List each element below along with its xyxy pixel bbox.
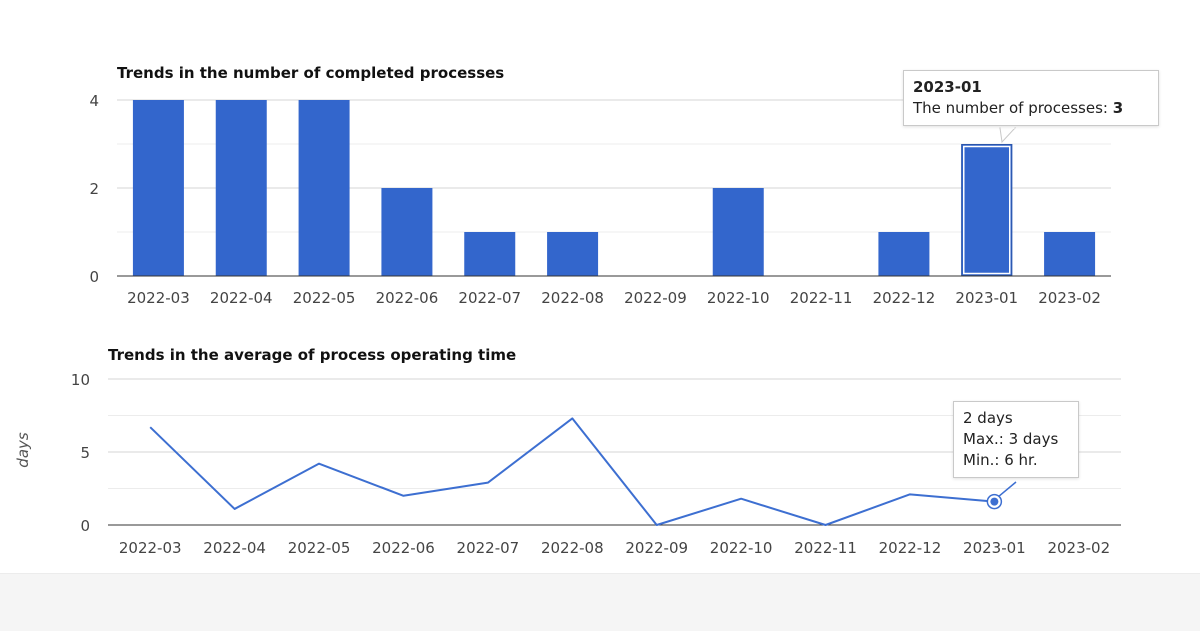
bar-x-tick-label: 2022-12 <box>873 289 936 307</box>
bar-x-tick-label: 2023-01 <box>955 289 1018 307</box>
bar <box>547 232 599 276</box>
line-x-tick-label: 2022-07 <box>457 539 520 557</box>
line-x-tick-label: 2022-10 <box>710 539 773 557</box>
line-x-tick-label: 2022-05 <box>288 539 351 557</box>
line-chart-title: Trends in the average of process operati… <box>108 346 516 364</box>
bar-tooltip-value: 3 <box>1112 99 1124 117</box>
line-y-tick-label: 10 <box>71 371 90 389</box>
charts-canvas: Trends in the number of completed proces… <box>14 64 1121 557</box>
line-x-tick-label: 2022-03 <box>119 539 182 557</box>
bar-highlight-ring <box>963 145 1011 275</box>
bar-y-tick-label: 4 <box>89 92 99 110</box>
bar-tooltip: 2023-01 The number of processes: 3 <box>903 70 1159 126</box>
bar <box>298 100 350 276</box>
line-y-axis-label: days <box>14 432 32 468</box>
bar <box>712 188 764 276</box>
bar-y-tick-label: 2 <box>89 180 99 198</box>
line-tooltip-avg: 2 days <box>963 409 1013 427</box>
bar <box>215 100 267 276</box>
bar <box>1044 232 1096 276</box>
bar-x-tick-label: 2022-11 <box>790 289 853 307</box>
bar <box>381 188 433 276</box>
bar-x-tick-label: 2023-02 <box>1038 289 1101 307</box>
line-x-tick-label: 2022-12 <box>879 539 942 557</box>
bar <box>132 100 184 276</box>
bar-x-tick-label: 2022-04 <box>210 289 273 307</box>
bar-x-tick-label: 2022-10 <box>707 289 770 307</box>
bar-tooltip-pointer <box>999 127 1017 144</box>
bar-tooltip-label: The number of processes: <box>913 99 1113 117</box>
line-point-highlight <box>990 497 999 506</box>
line-x-tick-label: 2022-11 <box>794 539 857 557</box>
footer-band <box>0 573 1200 631</box>
line-series <box>149 417 995 526</box>
line-x-tick-label: 2023-01 <box>963 539 1026 557</box>
line-y-tick-label: 0 <box>80 517 90 535</box>
line-tooltip-pointer <box>997 481 1017 498</box>
line-x-tick-label: 2023-02 <box>1047 539 1110 557</box>
bar-x-tick-label: 2022-03 <box>127 289 190 307</box>
bar-tooltip-title: 2023-01 <box>913 78 982 96</box>
line-x-tick-label: 2022-09 <box>625 539 688 557</box>
line-x-tick-label: 2022-04 <box>203 539 266 557</box>
line-tooltip-min: Min.: 6 hr. <box>963 451 1038 469</box>
bar-chart: Trends in the number of completed proces… <box>89 64 1111 307</box>
bar-x-tick-label: 2022-05 <box>293 289 356 307</box>
bar-x-tick-label: 2022-09 <box>624 289 687 307</box>
bar <box>878 232 930 276</box>
bar-x-tick-label: 2022-06 <box>376 289 439 307</box>
bar-chart-title: Trends in the number of completed proces… <box>117 64 504 82</box>
bar-y-tick-label: 0 <box>89 268 99 286</box>
line-y-tick-label: 5 <box>80 444 90 462</box>
line-tooltip-max: Max.: 3 days <box>963 430 1059 448</box>
line-x-tick-label: 2022-06 <box>372 539 435 557</box>
bar-x-tick-label: 2022-08 <box>541 289 604 307</box>
bar-x-tick-label: 2022-07 <box>458 289 521 307</box>
bar-tooltip-body: The number of processes: 3 <box>913 98 1149 119</box>
bar <box>961 144 1013 276</box>
line-chart: Trends in the average of process operati… <box>14 346 1121 557</box>
line-x-tick-label: 2022-08 <box>541 539 604 557</box>
line-tooltip: 2 days Max.: 3 days Min.: 6 hr. <box>953 401 1079 478</box>
bar <box>464 232 516 276</box>
